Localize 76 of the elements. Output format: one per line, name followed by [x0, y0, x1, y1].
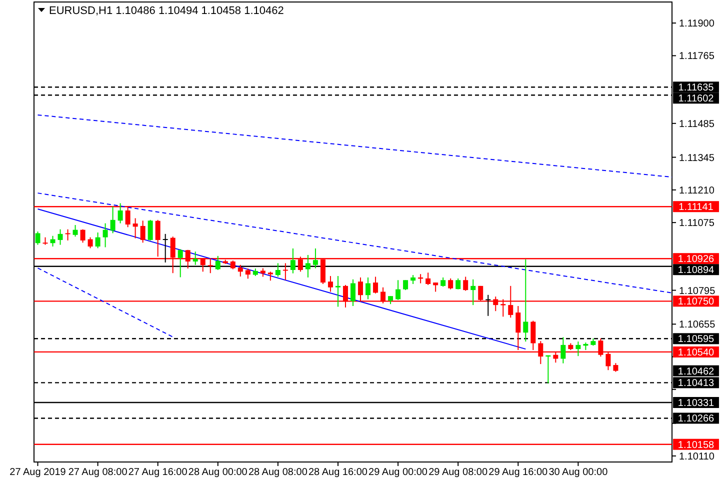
- y-tick-label: 1.10110: [679, 451, 715, 462]
- candlestick: [148, 219, 153, 241]
- ref-line-label: 1.10750: [678, 296, 715, 308]
- candlestick: [192, 251, 198, 266]
- y-tick-label: 1.11075: [679, 218, 715, 230]
- candlestick: [95, 232, 100, 249]
- candlestick: [118, 202, 123, 224]
- y-tick-label: 1.11765: [679, 51, 715, 62]
- candlestick: [312, 248, 318, 269]
- candlestick: [403, 280, 408, 291]
- x-tick-label: 28 Aug 08:00: [248, 467, 308, 478]
- ref-line-label: 1.10413: [678, 378, 715, 390]
- candlestick: [470, 278, 476, 306]
- candlestick: [72, 224, 78, 238]
- candlestick: [88, 236, 93, 249]
- x-tick-label: 27 Aug 2019: [10, 467, 66, 478]
- candlestick: [238, 264, 243, 277]
- candlestick: [328, 276, 333, 292]
- candlestick: [110, 206, 116, 234]
- ref-line-label: 1.11141: [678, 202, 714, 214]
- candlestick: [140, 220, 146, 244]
- candlestick: [305, 254, 310, 278]
- candlestick: [366, 276, 371, 300]
- candlestick: [65, 228, 70, 241]
- candlestick: [50, 235, 56, 248]
- candlestick: [275, 262, 280, 278]
- ref-line-label: 1.10331: [678, 398, 715, 410]
- y-tick-label: 1.11210: [679, 185, 715, 196]
- ref-line-label: 1.10158: [678, 440, 715, 451]
- candlestick: [433, 282, 438, 292]
- candlestick: [215, 255, 220, 270]
- candlestick: [282, 262, 288, 281]
- x-tick-label: 28 Aug 00:00: [188, 467, 248, 478]
- ref-line-label: 1.10266: [678, 414, 715, 425]
- x-tick-label: 30 Aug 00:00: [548, 467, 608, 478]
- candlestick: [335, 276, 340, 308]
- y-tick-label: 1.11345: [679, 152, 715, 164]
- candlestick: [58, 228, 63, 246]
- y-tick-label: 1.11900: [679, 18, 715, 30]
- candlestick: [523, 258, 528, 342]
- candlestick: [456, 278, 461, 290]
- x-tick-label: 27 Aug 08:00: [68, 467, 128, 478]
- ref-line-label: 1.11602: [678, 94, 714, 105]
- candlestick: [132, 218, 138, 239]
- candlestick: [560, 336, 566, 364]
- candlestick: [440, 276, 446, 288]
- x-tick-label: 27 Aug 16:00: [128, 467, 188, 478]
- y-tick-label: 1.10655: [679, 320, 716, 331]
- candlestick: [178, 248, 183, 278]
- ref-line-label: 1.10540: [678, 347, 715, 358]
- ref-line-label: 1.10894: [678, 265, 715, 276]
- candlestick: [350, 278, 356, 307]
- x-tick-label: 29 Aug 00:00: [368, 467, 428, 478]
- candlestick: [396, 280, 401, 300]
- candlestick: [463, 276, 468, 292]
- candlestick: [486, 294, 491, 316]
- ref-line-label: 1.10926: [678, 254, 715, 266]
- candlestick: [426, 272, 431, 286]
- candlestick: [35, 231, 40, 246]
- candlestick: [448, 278, 454, 290]
- x-tick-label: 29 Aug 16:00: [488, 467, 548, 478]
- candlestick: [80, 228, 86, 244]
- candlestick: [373, 276, 378, 294]
- text: 1.10462: [678, 366, 715, 378]
- candlestick: [162, 233, 168, 263]
- candlestick: [245, 268, 250, 280]
- ref-line-label: 1.10595: [678, 334, 715, 346]
- candlestick: [102, 222, 108, 248]
- candlestick: [576, 341, 581, 357]
- ref-line-label: 1.11635: [678, 82, 714, 94]
- x-tick-label: 28 Aug 16:00: [308, 467, 368, 478]
- candlestick: [290, 248, 296, 274]
- y-tick-label: 1.11485: [679, 118, 715, 130]
- chart-title: EURUSD,H1 1.10486 1.10494 1.10458 1.10462: [49, 5, 284, 17]
- y-tick-label: 1.10795: [679, 286, 716, 297]
- x-tick-label: 29 Aug 08:00: [428, 467, 488, 478]
